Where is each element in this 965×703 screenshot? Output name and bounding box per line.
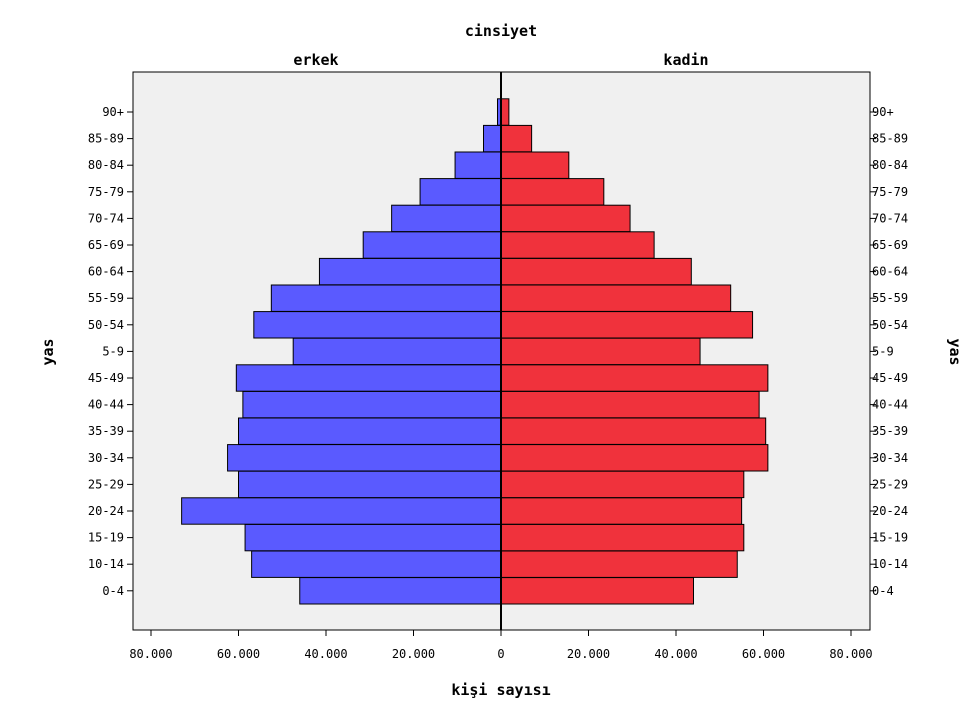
bar-erkek-80-84 (454, 151, 502, 179)
bar-kadin-15-19 (500, 523, 745, 552)
x-ticks-group: 80.000 60.000 40.000 20.000 0 20.000 40.000 60.… (129, 630, 873, 661)
y-tick-label-left: 10-14 (88, 557, 124, 571)
y-tick-label-right: 40-44 (872, 398, 908, 412)
bar-kadin-65-69 (500, 231, 655, 259)
y-tick-label-right: 0-4 (872, 584, 894, 598)
y-tick-label-left: 35-39 (88, 424, 124, 438)
x-axis-label: kişi sayısı (451, 681, 550, 699)
x-tick-label: 80.000 (129, 647, 172, 661)
y-tick-label-right: 25-29 (872, 477, 908, 491)
y-tick-label-right: 75-79 (872, 185, 908, 199)
y-tick-label-left: 45-49 (88, 371, 124, 385)
y-tick-label-left: 20-24 (88, 504, 124, 518)
bar-kadin-40-44 (500, 390, 760, 419)
y-tick-label-left: 90+ (102, 105, 124, 119)
y-tick-label-right: 60-64 (872, 265, 908, 279)
bar-erkek-50-54 (253, 311, 502, 339)
y-axis-label-left: yas (39, 338, 57, 365)
y-tick-label-right: 30-34 (872, 451, 908, 465)
bar-kadin-85-89 (500, 124, 533, 153)
bar-kadin-30-34 (500, 444, 769, 472)
bar-kadin-20-24 (500, 497, 743, 525)
y-tick-label-left: 50-54 (88, 318, 124, 332)
y-tick-label-left: 80-84 (88, 158, 124, 172)
bar-erkek-5-9 (292, 337, 502, 366)
bar-erkek-35-39 (238, 417, 502, 445)
bar-kadin-55-59 (500, 284, 732, 312)
y-tick-label-right: 80-84 (872, 158, 908, 172)
bar-kadin-90+ (500, 98, 510, 126)
bar-erkek-55-59 (270, 284, 502, 312)
bar-kadin-0-4 (500, 577, 694, 605)
bar-kadin-50-54 (500, 311, 754, 339)
y-tick-label-right: 50-54 (872, 318, 908, 332)
y-tick-label-right: 35-39 (872, 424, 908, 438)
x-tick-label: 80.000 (829, 647, 872, 661)
y-tick-label-right: 5-9 (872, 344, 894, 358)
y-tick-label-right: 70-74 (872, 211, 908, 225)
x-tick-label: 20.000 (567, 647, 610, 661)
bar-erkek-75-79 (419, 178, 502, 206)
y-tick-label-left: 55-59 (88, 291, 124, 305)
bar-erkek-10-14 (251, 550, 502, 578)
y-tick-label-left: 60-64 (88, 265, 124, 279)
x-tick-label: 60.000 (217, 647, 260, 661)
y-tick-label-right: 55-59 (872, 291, 908, 305)
y-ticks-group: 0-4 0-4 10-14 10-14 15-19 15-19 20-24 20-24 25-2… (88, 105, 908, 598)
y-tick-label-left: 65-69 (88, 238, 124, 252)
x-tick-label: 40.000 (654, 647, 697, 661)
bar-erkek-15-19 (244, 523, 502, 552)
bar-kadin-45-49 (500, 364, 769, 392)
y-tick-label-left: 25-29 (88, 477, 124, 491)
bar-kadin-70-74 (500, 204, 631, 233)
bar-erkek-30-34 (227, 444, 502, 472)
x-tick-label: 40.000 (304, 647, 347, 661)
bar-kadin-35-39 (500, 417, 767, 445)
bar-erkek-20-24 (181, 497, 502, 525)
legend-label-erkek: erkek (293, 51, 338, 69)
bar-erkek-70-74 (391, 204, 502, 233)
bar-erkek-85-89 (483, 124, 502, 153)
y-tick-label-left: 0-4 (102, 584, 124, 598)
y-axis-label-right: yas (946, 338, 964, 365)
x-tick-label: 0 (497, 647, 504, 661)
bar-kadin-10-14 (500, 550, 738, 578)
bar-erkek-45-49 (235, 364, 502, 392)
bar-erkek-65-69 (362, 231, 502, 259)
y-tick-label-left: 30-34 (88, 451, 124, 465)
bar-kadin-25-29 (500, 470, 745, 499)
y-tick-label-right: 90+ (872, 105, 894, 119)
bar-kadin-75-79 (500, 178, 605, 206)
bar-erkek-40-44 (242, 390, 502, 419)
chart-title: cinsiyet (465, 22, 537, 40)
bar-kadin-5-9 (500, 337, 701, 366)
y-tick-label-left: 40-44 (88, 398, 124, 412)
bar-erkek-60-64 (318, 257, 502, 286)
legend-label-kadin: kadin (663, 51, 708, 69)
y-tick-label-left: 70-74 (88, 211, 124, 225)
y-tick-label-left: 5-9 (102, 344, 124, 358)
y-tick-label-right: 20-24 (872, 504, 908, 518)
bar-erkek-0-4 (299, 577, 502, 605)
x-tick-label: 60.000 (742, 647, 785, 661)
y-tick-label-right: 15-19 (872, 531, 908, 545)
y-tick-label-right: 65-69 (872, 238, 908, 252)
bar-erkek-25-29 (238, 470, 502, 499)
bar-kadin-80-84 (500, 151, 570, 179)
y-tick-label-left: 15-19 (88, 531, 124, 545)
bar-kadin-60-64 (500, 257, 692, 286)
y-tick-label-right: 10-14 (872, 557, 908, 571)
y-tick-label-left: 85-89 (88, 132, 124, 146)
y-tick-label-right: 45-49 (872, 371, 908, 385)
y-tick-label-right: 85-89 (872, 132, 908, 146)
x-tick-label: 20.000 (392, 647, 435, 661)
y-tick-label-left: 75-79 (88, 185, 124, 199)
